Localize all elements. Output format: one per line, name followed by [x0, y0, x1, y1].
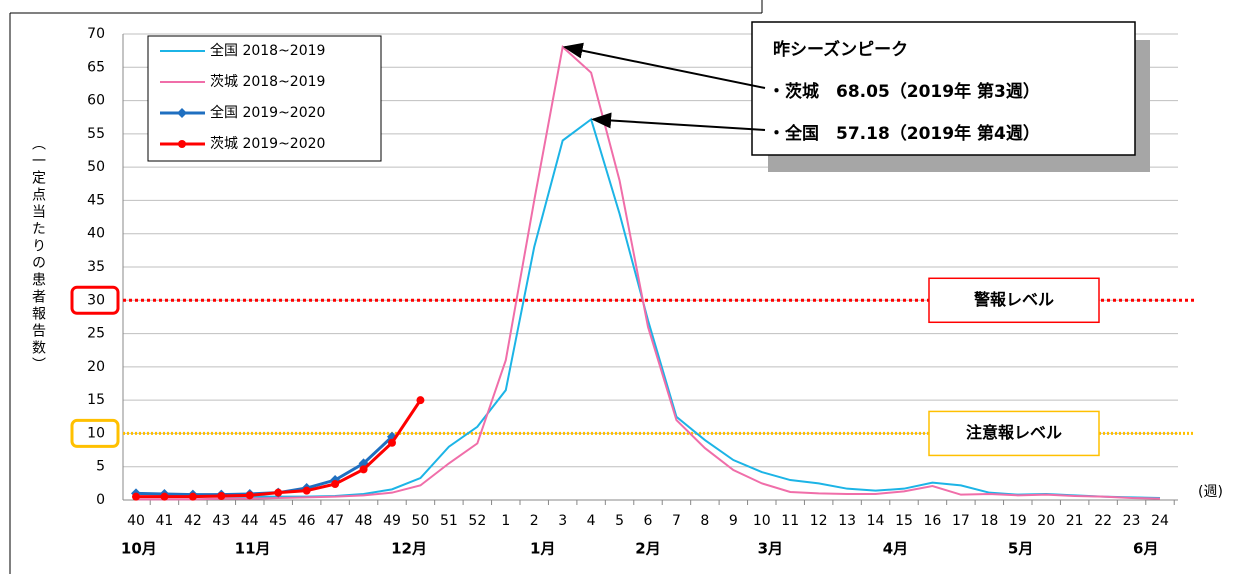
x-tick-label: 11	[781, 513, 799, 529]
x-tick-label: 12	[810, 513, 828, 529]
x-tick-label: 20	[1037, 513, 1055, 529]
x-tick-label: 47	[326, 513, 344, 529]
series-line	[135, 435, 394, 497]
x-tick-label: 9	[729, 513, 738, 529]
x-tick-label: 13	[838, 513, 856, 529]
x-axis-label: (週)	[1198, 484, 1223, 500]
marker	[160, 492, 169, 501]
y-tick-label: 70	[87, 26, 105, 42]
month-label: 10月	[121, 540, 157, 558]
annotation-arrow	[562, 42, 766, 89]
x-tick-label: 4	[587, 513, 596, 529]
y-tick-label: 0	[96, 492, 105, 508]
y-tick-label: 60	[87, 93, 105, 109]
legend-label: 茨城 2019~2020	[210, 136, 325, 152]
x-tick-label: 50	[412, 513, 430, 529]
month-label: 11月	[235, 540, 271, 558]
y-tick-label: 15	[87, 392, 105, 408]
marker	[132, 492, 140, 501]
x-tick-label: 49	[383, 513, 401, 529]
legend-label: 全国 2019~2020	[210, 104, 325, 121]
y-tick-label: 40	[87, 226, 105, 242]
month-label: 2月	[635, 540, 660, 558]
reference-label-box	[928, 277, 1100, 324]
y-tick-label: 20	[87, 359, 105, 375]
x-tick-label: 42	[184, 513, 202, 529]
y-tick-label: 10	[87, 425, 105, 441]
x-tick-label: 43	[212, 513, 230, 529]
month-label: 12月	[391, 540, 427, 558]
x-tick-label: 10	[753, 513, 771, 529]
x-tick-label: 3	[558, 513, 567, 529]
marker	[274, 488, 283, 497]
legend-marker	[177, 108, 187, 118]
x-tick-label: 19	[1009, 513, 1027, 529]
legend-marker	[178, 140, 186, 148]
legend-box	[147, 35, 382, 162]
marker	[302, 486, 311, 495]
marker	[416, 396, 425, 405]
y-tick-label: 30	[87, 292, 105, 308]
annotation-arrow	[591, 112, 766, 131]
x-tick-label: 22	[1094, 513, 1112, 529]
y-tick-label: 5	[96, 459, 105, 475]
annotation-title: 昨シーズンピーク	[773, 39, 908, 60]
legend-label: 茨城 2018~2019	[210, 74, 325, 90]
x-tick-label: 44	[241, 513, 259, 529]
marker	[217, 492, 226, 501]
x-tick-label: 2	[530, 513, 539, 529]
reference-tick-highlight	[70, 418, 120, 448]
x-tick-label: 16	[924, 513, 942, 529]
x-tick-label: 1	[501, 513, 510, 529]
x-tick-label: 17	[952, 513, 970, 529]
x-tick-label: 15	[895, 513, 913, 529]
y-axis-label: （一定点当たりの患者報告数）	[30, 136, 46, 374]
x-tick-label: 5	[615, 513, 624, 529]
y-tick-label: 45	[87, 192, 105, 208]
annotation-box	[751, 21, 1136, 156]
marker	[188, 492, 197, 501]
series-line	[136, 45, 1161, 501]
marker	[245, 491, 254, 500]
x-tick-label: 7	[672, 513, 681, 529]
x-tick-label: 21	[1066, 513, 1084, 529]
reference-label: 警報レベル	[973, 290, 1054, 309]
x-tick-label: 48	[355, 513, 373, 529]
month-label: 1月	[530, 540, 555, 558]
reference-tick-highlight	[70, 285, 120, 315]
reference-label-box	[928, 410, 1100, 457]
x-tick-label: 51	[440, 513, 458, 529]
month-label: 4月	[883, 540, 908, 558]
marker	[388, 438, 396, 447]
x-tick-label: 18	[980, 513, 998, 529]
x-tick-label: 24	[1151, 513, 1169, 529]
annotation-line: ・全国 57.18（2019年 第4週）	[768, 123, 1040, 144]
x-tick-label: 40	[127, 513, 145, 529]
x-tick-label: 52	[468, 513, 486, 529]
x-tick-label: 23	[1123, 513, 1141, 529]
month-label: 3月	[758, 540, 783, 558]
y-tick-label: 65	[87, 59, 105, 75]
reference-label: 注意報レベル	[966, 423, 1062, 442]
marker	[331, 480, 340, 489]
y-tick-label: 50	[87, 159, 105, 175]
x-tick-label: 45	[269, 513, 287, 529]
x-tick-label: 41	[156, 513, 174, 529]
month-label: 5月	[1008, 540, 1033, 558]
legend-label: 全国 2018~2019	[210, 42, 325, 59]
x-tick-label: 14	[867, 513, 885, 529]
marker	[359, 465, 368, 474]
annotation-line: ・茨城 68.05（2019年 第3週）	[768, 81, 1040, 102]
x-tick-label: 6	[644, 513, 653, 529]
y-tick-label: 55	[87, 126, 105, 142]
y-tick-label: 25	[87, 326, 105, 342]
x-tick-label: 46	[298, 513, 316, 529]
x-tick-label: 8	[700, 513, 709, 529]
month-label: 6月	[1133, 540, 1158, 558]
y-tick-label: 35	[87, 259, 105, 275]
